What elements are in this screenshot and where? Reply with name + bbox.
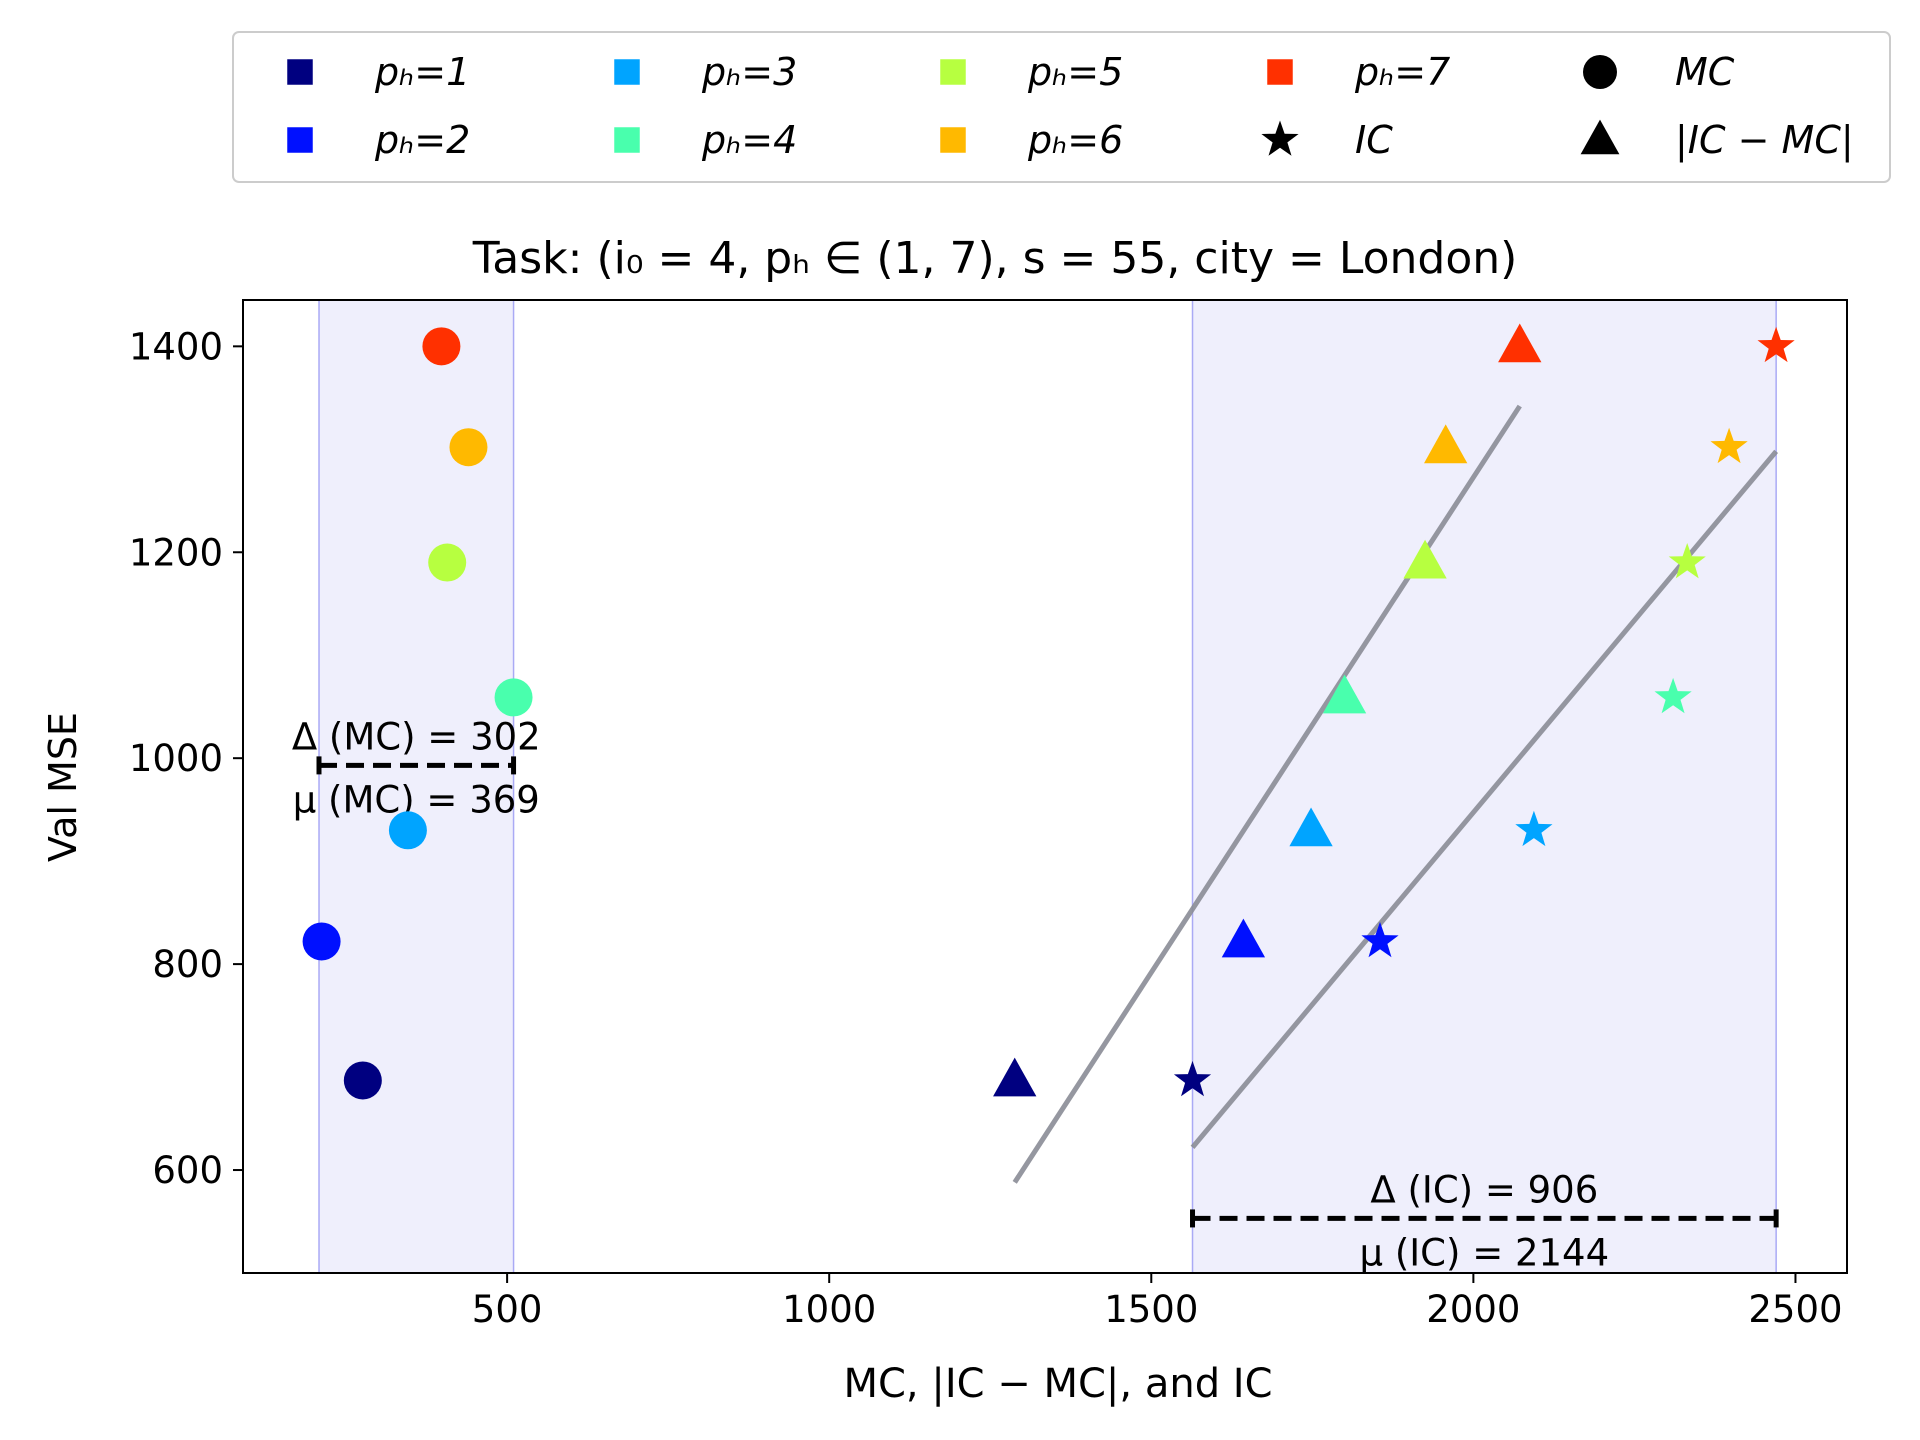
shaded-band (318, 299, 515, 1274)
legend-label: pₕ=7 (1354, 50, 1450, 94)
legend-marker-square (1267, 59, 1293, 85)
point-star (1757, 326, 1795, 363)
point-star (1173, 1060, 1212, 1097)
point-triangle (1498, 323, 1542, 363)
data-points (302, 323, 1795, 1100)
point-triangle (1289, 807, 1333, 847)
point-triangle (993, 1057, 1037, 1097)
legend: pₕ=1 pₕ=2 pₕ=3 pₕ=4 pₕ=5 pₕ=6 pₕ=7 IC MC |IC − MC… (232, 31, 1891, 183)
x-tick-label: 500 (472, 1288, 543, 1331)
legend-label: pₕ=2 (374, 118, 470, 162)
fit-line (1190, 449, 1779, 1149)
legend-label: pₕ=1 (374, 50, 470, 94)
shaded-band (1191, 299, 1777, 1274)
point-circle (449, 428, 488, 467)
legend-marker-triangle (1580, 119, 1620, 155)
point-star (1654, 677, 1692, 714)
y-tick-label: 1200 (129, 531, 223, 574)
point-circle (428, 543, 467, 582)
chart-title: Task: (i₀ = 4, pₕ ∈ (1, 7), s = 55, city… (472, 233, 1518, 284)
legend-label: pₕ=3 (701, 50, 797, 94)
legend-marker-square (614, 59, 640, 85)
point-triangle (1424, 424, 1468, 464)
y-tick-label: 600 (152, 1149, 223, 1192)
point-circle (422, 327, 461, 366)
legend-label: pₕ=4 (701, 118, 797, 162)
legend-marker-square (940, 59, 966, 85)
point-star (1515, 810, 1553, 847)
y-axis-label: Val MSE (41, 712, 85, 862)
x-axis: 500 1000 1500 2000 2500 (472, 1273, 1843, 1331)
legend-label: pₕ=5 (1027, 50, 1123, 94)
x-tick-label: 1500 (1104, 1288, 1198, 1331)
y-tick-label: 1000 (129, 737, 223, 780)
legend-label: MC (1675, 50, 1735, 94)
legend-marker-star (1261, 120, 1299, 156)
x-tick-label: 2000 (1426, 1288, 1520, 1331)
legend-marker-circle (1583, 55, 1617, 89)
plot-frame (242, 299, 1848, 1274)
point-star (1710, 427, 1748, 464)
legend-marker-square (940, 127, 966, 153)
fit-lines (1012, 404, 1779, 1184)
x-axis-label: MC, |IC − MC|, and IC (843, 1361, 1272, 1407)
legend-marker-square (287, 59, 313, 85)
point-triangle (1403, 539, 1447, 579)
fit-line (1012, 404, 1522, 1184)
x-tick-label: 2500 (1748, 1288, 1842, 1331)
range-label-delta: Δ (IC) = 906 (1370, 1168, 1598, 1211)
y-tick-label: 1400 (129, 325, 223, 368)
range-label-mean: μ (IC) = 2144 (1360, 1231, 1610, 1274)
point-star (1361, 921, 1399, 958)
point-circle (388, 811, 427, 850)
y-tick-label: 800 (152, 943, 223, 986)
legend-label: pₕ=6 (1027, 118, 1123, 162)
legend-marker-square (287, 127, 313, 153)
legend-frame (232, 31, 1891, 183)
range-label-delta: Δ (MC) = 302 (292, 715, 541, 758)
point-circle (302, 922, 341, 961)
point-circle (343, 1061, 382, 1100)
point-circle (494, 678, 533, 717)
point-triangle (1221, 918, 1266, 958)
legend-label: IC (1355, 118, 1393, 162)
point-triangle (1322, 674, 1367, 714)
legend-label: |IC − MC| (1675, 118, 1854, 163)
point-star (1668, 543, 1706, 579)
x-tick-label: 1000 (782, 1288, 876, 1331)
y-axis: 600 800 1000 1200 1400 (129, 325, 243, 1192)
legend-marker-square (614, 127, 640, 153)
